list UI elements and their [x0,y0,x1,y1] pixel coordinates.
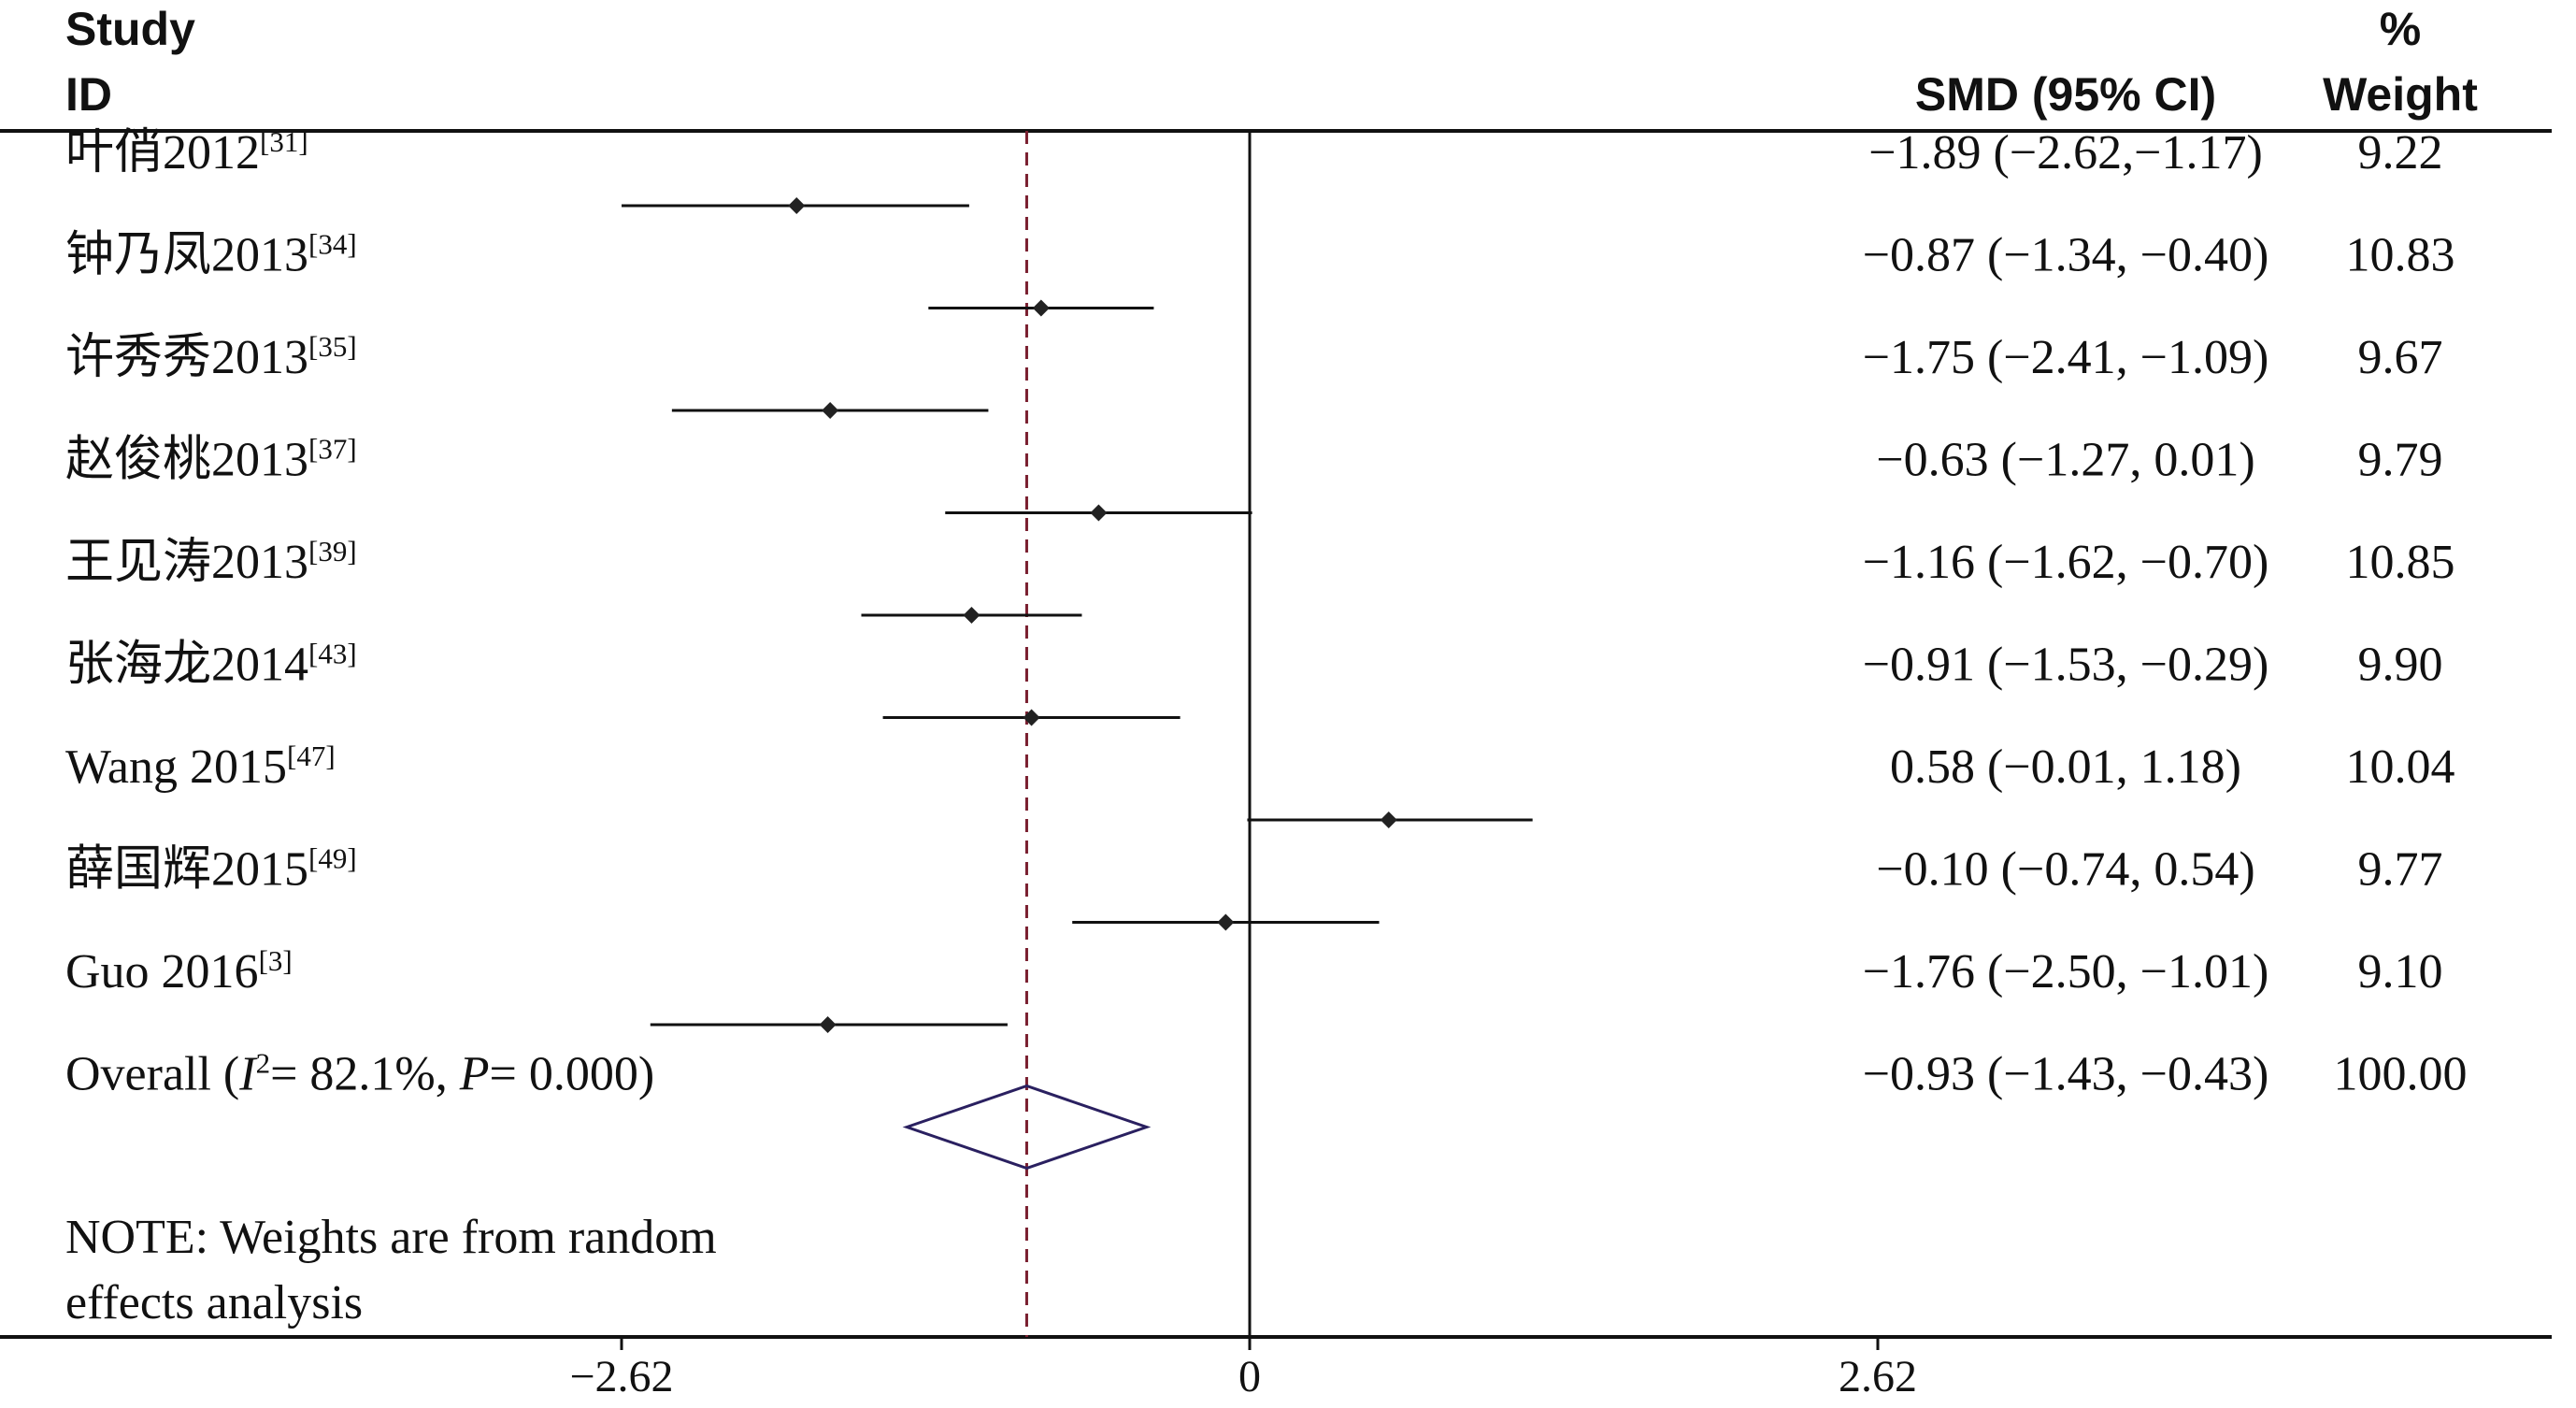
study-reference: [34] [308,228,357,261]
study-reference: [49] [308,842,357,875]
study-reference: [39] [308,535,357,568]
study-weight: 9.22 [2358,126,2443,180]
study-name: 薛国辉2015 [65,843,308,897]
plot-area: −2.62 0 2.62 [569,131,1917,1401]
header-id: ID [65,68,112,121]
x-tick-label: 2.62 [1839,1352,1917,1401]
overall-p-symbol: P [459,1048,490,1101]
study-weight: 10.83 [2346,229,2455,282]
header-percent: % [2380,3,2421,55]
study-label: 张海龙2014[43] [65,638,357,692]
study-smd-ci: −0.10 (−0.74, 0.54) [1876,843,2254,897]
study-smd-ci: −0.87 (−1.34, −0.40) [1863,229,2269,282]
study-reference: [37] [308,433,357,466]
x-tick-label: 0 [1238,1352,1261,1401]
overall-i2-superscript: 2 [256,1047,271,1080]
study-name: 钟乃凤2013 [65,229,308,282]
study-smd-ci: −1.75 (−2.41, −1.09) [1863,331,2269,384]
study-smd-ci: 0.58 (−0.01, 1.18) [1890,740,2241,794]
study-smd-ci: −1.76 (−2.50, −1.01) [1863,945,2269,999]
overall-weight: 100.00 [2334,1048,2468,1101]
study-weight: 9.10 [2358,945,2443,999]
study-reference: [47] [287,740,336,772]
study-label: 钟乃凤2013[34] [65,228,357,282]
study-label: 薛国辉2015[49] [65,842,357,897]
study-name: 赵俊桃2013 [65,434,308,487]
study-point-estimate [1023,709,1040,726]
study-weight: 9.67 [2358,331,2443,384]
study-point-estimate [788,197,806,214]
study-weight: 10.04 [2346,740,2455,794]
study-labels: 叶俏2012[31] −1.89 (−2.62,−1.17) 9.22 钟乃凤2013… [65,125,2468,1101]
study-smd-ci: −0.63 (−1.27, 0.01) [1876,434,2254,487]
study-weight: 9.79 [2358,434,2443,487]
study-name: 许秀秀2013 [65,331,308,384]
overall-i2-symbol: I [238,1048,258,1101]
study-point-estimate [963,607,980,624]
overall-label: Overall (I2= 82.1%, P= 0.000) [65,1047,654,1101]
header-weight: Weight [2323,68,2478,121]
study-point-estimate [1217,913,1235,931]
header-smd: SMD (95% CI) [1915,68,2216,121]
x-tick-label: −2.62 [569,1352,673,1401]
overall-p-value: = 0.000) [490,1048,655,1101]
study-label: Guo 2016[3] [65,944,293,999]
study-name: 叶俏2012 [65,126,260,180]
study-point-estimate [1090,504,1108,522]
study-weight: 9.90 [2358,639,2443,692]
study-label: Wang 2015[47] [65,740,336,794]
study-name: Guo 2016 [65,945,259,999]
study-reference: [35] [308,330,357,363]
header-study: Study [65,3,195,55]
study-weight: 9.77 [2358,843,2443,897]
overall-i2-value: = 82.1%, [270,1048,460,1101]
study-point-estimate [819,1016,837,1033]
study-name: 王见涛2013 [65,536,308,589]
study-point-estimate [822,402,839,419]
study-reference: [43] [308,638,357,670]
study-label: 叶俏2012[31] [65,125,308,180]
note-line-2: effects analysis [65,1276,363,1329]
study-label: 赵俊桃2013[37] [65,433,357,487]
study-name: 张海龙2014 [65,639,308,692]
study-point-estimate [1380,812,1397,828]
study-smd-ci: −1.16 (−1.62, −0.70) [1863,536,2269,589]
study-name: Wang 2015 [65,740,287,794]
overall-prefix: Overall ( [65,1048,239,1101]
study-reference: [31] [260,125,308,158]
study-reference: [3] [259,944,293,977]
study-point-estimate [1032,299,1050,317]
study-smd-ci: −0.91 (−1.53, −0.29) [1863,639,2269,692]
note-line-1: NOTE: Weights are from random [65,1211,717,1264]
overall-smd-ci: −0.93 (−1.43, −0.43) [1863,1048,2269,1101]
study-weight: 10.85 [2346,536,2455,589]
overall-diamond [902,1084,1152,1171]
study-label: 王见涛2013[39] [65,535,357,589]
study-label: 许秀秀2013[35] [65,330,357,384]
study-smd-ci: −1.89 (−2.62,−1.17) [1868,126,2263,180]
